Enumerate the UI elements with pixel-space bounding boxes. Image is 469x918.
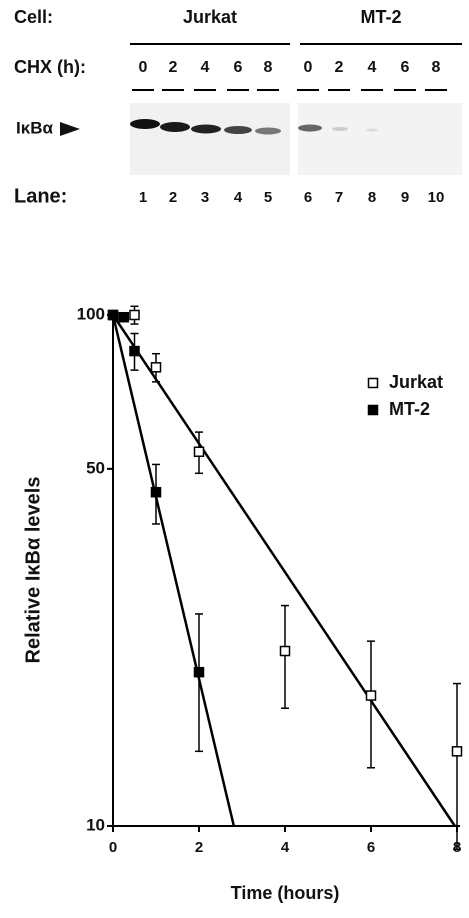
y-axis-title: Relative IκBα levels — [22, 477, 44, 664]
lane-number: 1 — [139, 189, 147, 206]
band-label: IκBα — [16, 118, 53, 137]
legend-label: MT-2 — [389, 399, 430, 419]
lane-label: Lane: — [14, 185, 67, 207]
data-point — [281, 647, 290, 656]
data-point — [195, 668, 204, 677]
time-label: 6 — [401, 59, 410, 76]
blot-panel — [130, 103, 290, 175]
data-point — [130, 347, 139, 356]
blot: Cell: CHX (h): Lane: IκBα — [14, 7, 462, 208]
figure: Cell: CHX (h): Lane: IκBα Time (hours) R… — [0, 0, 469, 913]
time-label: 6 — [234, 59, 243, 76]
data-point — [130, 311, 139, 320]
legend-marker — [369, 406, 378, 415]
y-tick-label: 50 — [86, 458, 105, 477]
time-label: 4 — [368, 59, 377, 76]
fit-line — [113, 315, 234, 826]
band — [255, 128, 281, 135]
band — [366, 129, 378, 132]
band — [130, 119, 160, 129]
lane-number: 2 — [169, 189, 177, 206]
data-point — [195, 447, 204, 456]
data-point — [152, 363, 161, 372]
data-point — [367, 691, 376, 700]
data-point — [109, 311, 118, 320]
data-point — [152, 488, 161, 497]
band — [298, 125, 322, 132]
lane-number: 8 — [368, 189, 376, 206]
cell-label: Cell: — [14, 7, 53, 27]
time-label: 8 — [432, 59, 441, 76]
group-label: Jurkat — [183, 7, 237, 27]
x-tick-label: 0 — [109, 839, 117, 856]
lane-number: 4 — [234, 189, 243, 206]
arrow — [60, 122, 80, 136]
time-label: 0 — [304, 59, 313, 76]
time-label: 0 — [139, 59, 148, 76]
group-label: MT-2 — [360, 7, 401, 27]
legend-label: Jurkat — [389, 372, 443, 392]
y-tick-label: 100 — [77, 304, 105, 323]
lane-number: 3 — [201, 189, 209, 206]
lane-number: 10 — [428, 189, 445, 206]
lane-number: 7 — [335, 189, 343, 206]
y-tick-label: 10 — [86, 815, 105, 834]
time-label: 2 — [169, 59, 178, 76]
legend-marker — [369, 379, 378, 388]
band — [160, 122, 190, 132]
x-tick-label: 6 — [367, 839, 375, 856]
chx-label: CHX (h): — [14, 57, 86, 77]
blot-panel — [298, 103, 462, 175]
band — [224, 126, 252, 134]
band — [191, 125, 221, 134]
x-axis-title: Time (hours) — [231, 883, 340, 903]
time-label: 2 — [335, 59, 344, 76]
data-point — [119, 313, 128, 322]
x-tick-label: 4 — [281, 839, 290, 856]
data-point — [453, 747, 462, 756]
band — [332, 127, 348, 131]
time-label: 8 — [264, 59, 273, 76]
lane-number: 9 — [401, 189, 409, 206]
lane-number: 5 — [264, 189, 272, 206]
x-tick-label: 2 — [195, 839, 203, 856]
lane-number: 6 — [304, 189, 312, 206]
time-label: 4 — [201, 59, 210, 76]
